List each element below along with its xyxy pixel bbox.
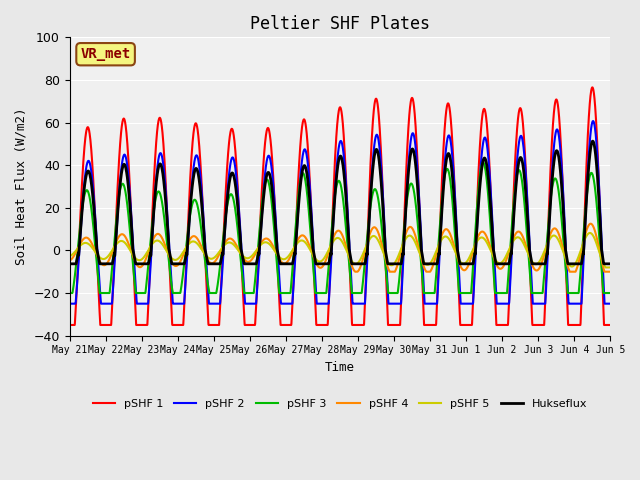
- pSHF 1: [273, 249, 281, 255]
- Text: VR_met: VR_met: [81, 47, 131, 61]
- X-axis label: Time: Time: [325, 361, 355, 374]
- Hukseflux: [159, 175, 167, 180]
- pSHF 5: [586, 230, 594, 236]
- pSHF 2: [607, 301, 614, 307]
- pSHF 5: [66, 253, 74, 259]
- pSHF 5: [596, 251, 604, 257]
- Hukseflux: [66, 261, 74, 267]
- pSHF 1: [159, 141, 167, 147]
- Hukseflux: [596, 213, 604, 219]
- pSHF 2: [296, 174, 304, 180]
- pSHF 3: [127, 244, 135, 250]
- Hukseflux: [589, 138, 596, 144]
- pSHF 5: [127, 250, 135, 255]
- pSHF 4: [273, 252, 281, 257]
- Line: Hukseflux: Hukseflux: [70, 141, 611, 264]
- pSHF 2: [596, 199, 604, 205]
- pSHF 4: [596, 250, 604, 256]
- Y-axis label: Soil Heat Flux (W/m2): Soil Heat Flux (W/m2): [15, 108, 28, 265]
- pSHF 4: [607, 269, 614, 275]
- Line: pSHF 3: pSHF 3: [70, 162, 611, 293]
- pSHF 4: [127, 249, 135, 254]
- pSHF 2: [127, 212, 135, 218]
- pSHF 4: [159, 238, 167, 244]
- Line: pSHF 2: pSHF 2: [70, 121, 611, 304]
- pSHF 3: [538, 290, 545, 296]
- pSHF 5: [538, 255, 545, 261]
- Hukseflux: [127, 221, 135, 227]
- Line: pSHF 5: pSHF 5: [70, 233, 611, 267]
- Legend: pSHF 1, pSHF 2, pSHF 3, pSHF 4, pSHF 5, Hukseflux: pSHF 1, pSHF 2, pSHF 3, pSHF 4, pSHF 5, …: [88, 395, 592, 414]
- Hukseflux: [296, 182, 304, 188]
- Hukseflux: [607, 261, 614, 267]
- pSHF 4: [587, 221, 595, 227]
- pSHF 1: [296, 142, 304, 147]
- pSHF 2: [589, 118, 597, 124]
- pSHF 3: [159, 208, 167, 214]
- pSHF 1: [596, 206, 604, 212]
- pSHF 3: [596, 242, 604, 248]
- Hukseflux: [273, 246, 281, 252]
- Line: pSHF 4: pSHF 4: [70, 224, 611, 272]
- Title: Peltier SHF Plates: Peltier SHF Plates: [250, 15, 430, 33]
- pSHF 4: [66, 258, 74, 264]
- pSHF 2: [159, 163, 167, 168]
- Hukseflux: [538, 261, 545, 267]
- pSHF 1: [538, 322, 545, 328]
- pSHF 5: [159, 243, 167, 249]
- pSHF 1: [66, 322, 74, 328]
- pSHF 4: [351, 269, 359, 275]
- pSHF 5: [602, 264, 609, 270]
- pSHF 1: [588, 84, 596, 90]
- Line: pSHF 1: pSHF 1: [70, 87, 611, 325]
- pSHF 2: [538, 301, 545, 307]
- pSHF 5: [296, 238, 304, 243]
- pSHF 4: [538, 260, 545, 266]
- pSHF 1: [607, 322, 614, 328]
- pSHF 2: [273, 237, 281, 242]
- pSHF 3: [296, 177, 304, 183]
- pSHF 4: [296, 233, 304, 239]
- pSHF 2: [66, 301, 74, 307]
- pSHF 3: [273, 262, 281, 268]
- pSHF 1: [127, 215, 135, 221]
- pSHF 5: [273, 251, 281, 257]
- pSHF 3: [607, 290, 614, 296]
- pSHF 5: [607, 264, 614, 270]
- pSHF 3: [479, 159, 487, 165]
- pSHF 3: [66, 290, 74, 296]
